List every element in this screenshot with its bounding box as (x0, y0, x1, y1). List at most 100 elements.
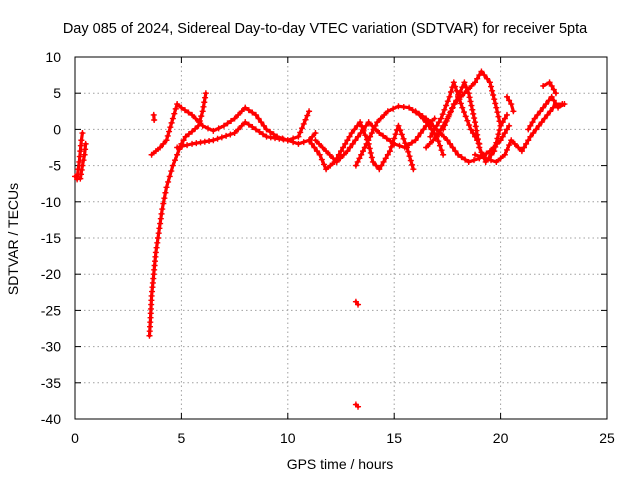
data-point (472, 151, 479, 158)
data-point (496, 127, 503, 134)
data-point (447, 108, 454, 115)
data-point (168, 168, 175, 175)
data-point (300, 139, 307, 146)
data-point (316, 151, 323, 158)
data-point (548, 82, 555, 89)
data-point (156, 225, 163, 232)
data-point (508, 101, 515, 108)
data-point (76, 158, 83, 165)
data-point (537, 108, 544, 115)
data-point (423, 115, 430, 122)
data-point (499, 119, 506, 126)
data-point (461, 79, 468, 86)
data-point (488, 151, 495, 158)
data-point (453, 87, 460, 94)
data-point (438, 115, 445, 122)
data-point (469, 130, 476, 137)
data-point (542, 101, 549, 108)
y-tick-label: 0 (53, 121, 61, 137)
data-point (162, 189, 169, 196)
data-point (263, 133, 270, 140)
data-point (386, 148, 393, 155)
data-point (367, 149, 374, 156)
data-point (466, 94, 473, 101)
data-point (437, 130, 444, 137)
data-point (495, 131, 502, 138)
data-point (493, 104, 500, 111)
data-point (290, 135, 297, 142)
data-point (327, 162, 334, 169)
data-point (429, 130, 436, 137)
data-point (178, 104, 185, 111)
data-point (452, 83, 459, 90)
data-point (412, 108, 419, 115)
data-point (154, 235, 161, 241)
data-point (494, 109, 501, 116)
data-point (440, 126, 447, 133)
data-point (302, 116, 309, 123)
data-point (263, 126, 270, 133)
data-point (377, 115, 384, 122)
data-point (492, 100, 499, 107)
data-point (308, 140, 315, 147)
data-point (413, 109, 420, 116)
data-point (363, 140, 370, 147)
data-point (344, 137, 351, 144)
data-point (474, 75, 481, 82)
data-point (351, 126, 358, 133)
data-point (165, 178, 172, 185)
data-point (376, 166, 383, 173)
data-point (357, 130, 364, 137)
data-point (154, 239, 161, 246)
data-point (231, 130, 238, 137)
data-point (360, 126, 367, 133)
chart-title: Day 085 of 2024, Sidereal Day-to-day VTE… (63, 21, 588, 37)
data-point (407, 157, 414, 164)
data-point (443, 117, 450, 124)
data-point (472, 119, 479, 126)
data-point (444, 137, 451, 144)
data-point (223, 132, 230, 139)
data-point (172, 157, 179, 164)
data-point (255, 115, 262, 122)
data-point (169, 162, 176, 169)
data-point (398, 131, 405, 138)
data-point (352, 137, 359, 144)
data-point (464, 117, 471, 124)
data-point (365, 137, 372, 144)
data-point (199, 122, 206, 129)
data-point (477, 153, 484, 160)
data-point (483, 150, 490, 157)
data-point (412, 137, 419, 144)
data-point (455, 151, 462, 158)
data-point (431, 115, 438, 122)
data-point (306, 137, 313, 144)
data-point (547, 108, 554, 115)
data-point (426, 119, 433, 126)
data-point (337, 155, 344, 162)
data-point (450, 79, 457, 86)
x-tick-label: 10 (280, 430, 296, 446)
data-point (182, 133, 189, 140)
data-point (79, 162, 86, 169)
data-point (330, 155, 337, 162)
data-point (550, 97, 557, 104)
data-point (503, 93, 510, 100)
data-point (206, 137, 213, 144)
data-point (476, 140, 483, 147)
markers-arc-17 (540, 79, 559, 97)
data-point (395, 122, 402, 129)
data-point (445, 113, 452, 120)
data-point (464, 86, 471, 93)
data-point (457, 100, 464, 107)
data-point (544, 111, 551, 118)
data-point (152, 148, 159, 155)
data-point (367, 133, 374, 140)
data-point (256, 128, 263, 135)
data-point (77, 142, 84, 149)
data-point (444, 98, 451, 105)
data-point (382, 155, 389, 162)
data-point (541, 115, 548, 122)
data-point (166, 128, 173, 135)
data-point (510, 108, 517, 115)
